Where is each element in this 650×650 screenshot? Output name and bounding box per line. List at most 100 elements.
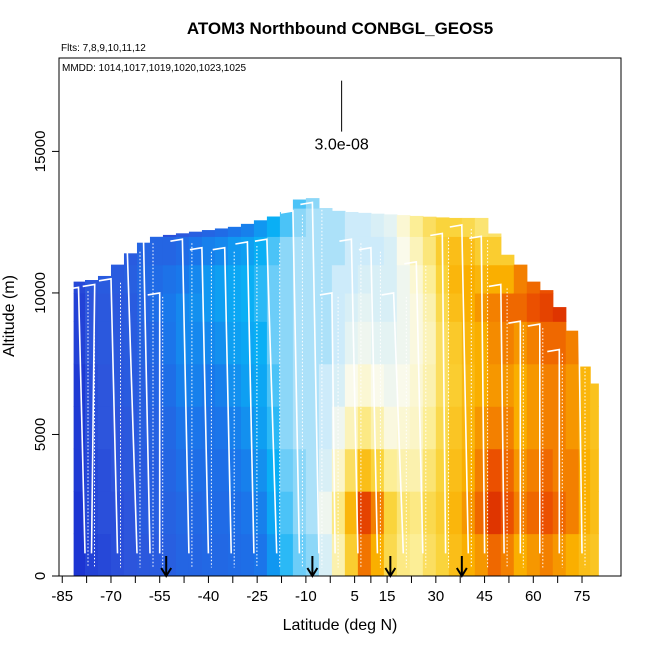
heatmap-cell [97,491,112,535]
heatmap-cell [590,406,599,450]
heatmap-cell [500,321,515,365]
heatmap-cell [279,363,294,407]
profile-line [381,291,405,554]
heatmap-cell [227,264,242,294]
heatmap-cell [253,448,268,492]
heatmap-cell [201,448,216,492]
heatmap-cell [123,491,138,535]
heatmap-cell [357,212,372,237]
heatmap-cell [344,491,359,535]
heatmap-cell [357,533,372,576]
heatmap-cell [370,321,385,365]
heatmap-cell [253,264,268,294]
heatmap-cell [188,236,203,266]
heatmap-cell [318,406,333,450]
heatmap-cell [188,321,203,365]
heatmap-cell [487,292,502,322]
heatmap-cell [383,214,398,237]
heatmap-cell [266,236,281,266]
heatmap-cell [383,264,398,294]
heatmap-cell [552,321,567,365]
heatmap-cell [331,406,346,450]
heatmap-cell [214,228,229,237]
heatmap-cell [331,264,346,294]
profile-line [449,224,470,554]
heatmap-cell [435,217,450,237]
heatmap-cell [201,292,216,322]
heatmap-cell [227,533,242,576]
heatmap-cell [396,533,411,576]
heatmap-cell [266,406,281,450]
profile-line [82,283,96,554]
heatmap-cell [357,264,372,294]
heatmap-cell [461,321,476,365]
heatmap-cell [175,533,190,576]
heatmap-cell [513,264,528,294]
heatmap-cell [565,491,580,535]
heatmap-cell [292,448,307,492]
profile-line [339,238,359,554]
heatmap-cell [305,533,320,576]
heatmap-cell [162,321,177,365]
profile-line [358,246,379,554]
heatmap-cell [487,533,502,576]
heatmap-cell [318,292,333,322]
heatmap-cell [344,533,359,576]
heatmap-cell [214,491,229,535]
heatmap-cell [448,406,463,450]
heatmap-cell [487,363,502,407]
heatmap-cell [539,448,554,492]
heatmap-cell [331,210,346,237]
heatmap-cell [344,363,359,407]
heatmap-cell [110,533,125,576]
heatmap-cell [565,448,580,492]
heatmap-cell [188,491,203,535]
heatmap-cell [552,307,567,322]
heatmap-cell [396,406,411,450]
heatmap-cell [396,215,411,237]
heatmap-cell [409,363,424,407]
heatmap-cell [331,533,346,576]
heatmap-cell [175,491,190,535]
heatmap-cell [188,264,203,294]
heatmap-cell [136,363,151,407]
heatmap-cell [136,533,151,576]
heatmap-cell [201,236,216,266]
heatmap-cell [435,363,450,407]
heatmap-cell [318,491,333,535]
heatmap-cell [396,264,411,294]
heatmap-cell [448,448,463,492]
heatmap-cell [500,264,515,294]
heatmap-cell [292,208,307,237]
heatmap-cell [240,292,255,322]
heatmap-cell [175,406,190,450]
heatmap-cell [110,448,125,492]
heatmap-cell [461,236,476,266]
scale-bar: 3.0e-08 [314,80,369,154]
heatmap-cell [539,321,554,365]
heatmap-cell [331,236,346,266]
profile-line [404,260,424,554]
heatmap-cell [162,406,177,450]
heatmap-cell [370,491,385,535]
heatmap-cell [500,363,515,407]
heatmap-cell [422,363,437,407]
heatmap-cell [279,533,294,576]
heatmap-cell [487,448,502,492]
heatmap-cell [279,491,294,535]
heatmap-cell [461,264,476,294]
x-axis: -85 -70 -55 -40 -25 -10 5 15 30 45 60 75 [51,576,590,605]
heatmap-cell [84,292,99,322]
heatmap-cell [73,491,86,535]
profile-line [254,238,278,554]
heatmap-cell [279,211,294,237]
heatmap-cell [279,321,294,365]
heatmap-cell [227,363,242,407]
heatmap-cell [448,533,463,576]
heatmap-cell [292,236,307,266]
heatmap-cell [305,321,320,365]
heatmap-cell [448,217,463,237]
heatmap-cell [539,292,554,322]
heatmap-cell [292,292,307,322]
heatmap-cell [266,292,281,322]
